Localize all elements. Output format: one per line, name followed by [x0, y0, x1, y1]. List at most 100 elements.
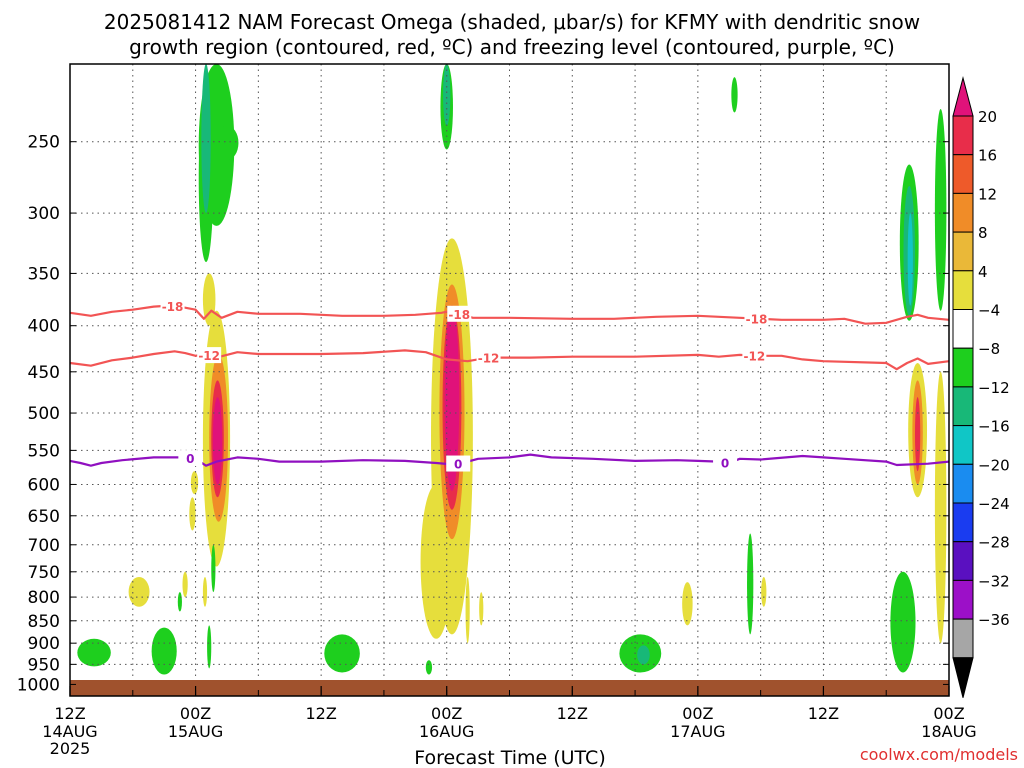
- contour-label: -18: [448, 308, 470, 322]
- y-axis-ticks: 2503003504004505005506006507007508008509…: [17, 133, 949, 695]
- colorbar-label: 4: [978, 263, 988, 281]
- omega-blob: [202, 576, 208, 607]
- contour-label-bg: [178, 450, 203, 467]
- colorbar-label: 16: [978, 147, 997, 165]
- omega-blob: [934, 109, 947, 311]
- x-tick-time: 12Z: [808, 704, 839, 723]
- contour-label: 0: [454, 458, 462, 472]
- omega-blob: [747, 533, 754, 635]
- y-tick-label: 250: [28, 133, 60, 153]
- colorbar-swatch: [952, 541, 974, 581]
- y-tick-label: 750: [28, 563, 60, 583]
- y-tick-label: 650: [28, 507, 60, 527]
- y-tick-label: 450: [28, 363, 60, 383]
- omega-blob: [761, 576, 767, 607]
- chart-title-line2: growth region (contoured, red, ºC) and f…: [129, 35, 895, 59]
- contour-label-bg: [197, 347, 222, 364]
- omega-blob: [465, 576, 470, 644]
- colorbar-swatch: [952, 502, 974, 543]
- x-tick-year: 2025: [50, 739, 91, 758]
- omega-blob: [420, 484, 452, 639]
- colorbar-swatch: [952, 463, 974, 504]
- colorbar: 20 16 12 8 4 −4 −8 −12 −16 −20 −24 −28 −32 −36: [952, 76, 1010, 698]
- y-tick-label: 400: [28, 317, 60, 337]
- x-tick-time: 00Z: [180, 704, 211, 723]
- colorbar-swatch: [952, 192, 974, 233]
- credit-text: coolwx.com/models: [860, 745, 1018, 764]
- colorbar-swatch: [952, 618, 974, 659]
- x-tick-time: 12Z: [557, 704, 588, 723]
- y-tick-label: 800: [28, 588, 60, 608]
- colorbar-label: −24: [978, 495, 1010, 513]
- omega-blob: [890, 571, 916, 673]
- contour-label-bg: [160, 298, 185, 315]
- colorbar-label: 8: [978, 224, 988, 242]
- x-tick-time: 12Z: [54, 704, 85, 723]
- x-tick-time: 00Z: [933, 704, 964, 723]
- omega-shading: [77, 64, 947, 675]
- contour-label: 0: [186, 452, 194, 466]
- contour-line: [69, 304, 950, 325]
- omega-blob: [189, 497, 196, 531]
- colorbar-swatch: [952, 115, 974, 156]
- y-tick-label: 700: [28, 536, 60, 556]
- contour-label: -12: [744, 350, 766, 364]
- colorbar-swatch: [952, 309, 974, 349]
- contour-label: -18: [162, 300, 184, 314]
- x-tick-date: 16AUG: [419, 722, 474, 741]
- contour-label: -12: [478, 352, 500, 366]
- colorbar-label: −28: [978, 534, 1010, 552]
- y-tick-label: 350: [28, 264, 60, 284]
- y-tick-label: 550: [28, 441, 60, 461]
- x-tick-date: 18AUG: [921, 722, 976, 741]
- contour-label-bg: [446, 455, 471, 472]
- colorbar-label: −20: [978, 456, 1010, 474]
- omega-blob: [190, 471, 199, 495]
- colorbar-swatch: [952, 386, 974, 427]
- y-tick-label: 1000: [17, 675, 60, 695]
- omega-blob: [151, 627, 177, 675]
- colorbar-bottom-triangle: [952, 657, 974, 698]
- omega-blob: [444, 305, 460, 491]
- colorbar-swatch: [952, 154, 974, 194]
- colorbar-label: −16: [978, 418, 1010, 436]
- colorbar-label: −8: [978, 340, 1000, 358]
- omega-blob: [207, 625, 212, 669]
- ground-bar: [70, 680, 949, 696]
- colorbar-label: −4: [978, 302, 1000, 320]
- y-tick-label: 950: [28, 655, 60, 675]
- contour-label-bg: [742, 347, 767, 364]
- omega-blob: [425, 660, 433, 675]
- omega-blob: [907, 213, 913, 306]
- colorbar-top-triangle: [952, 76, 974, 117]
- x-tick-time: 12Z: [305, 704, 336, 723]
- contour-label: -12: [198, 349, 220, 363]
- y-tick-label: 500: [28, 404, 60, 424]
- contour-label: 0: [721, 456, 729, 470]
- omega-blob: [731, 77, 738, 113]
- x-tick-time: 00Z: [431, 704, 462, 723]
- omega-blob: [637, 645, 650, 665]
- omega-blob: [128, 576, 150, 607]
- x-tick-date: 17AUG: [670, 722, 725, 741]
- y-tick-label: 850: [28, 612, 60, 632]
- omega-blob: [682, 582, 693, 626]
- y-tick-label: 600: [28, 475, 60, 495]
- omega-blob: [211, 544, 216, 593]
- omega-blob: [215, 125, 239, 161]
- colorbar-label: −36: [978, 611, 1010, 629]
- omega-blob: [914, 397, 921, 472]
- y-tick-label: 900: [28, 634, 60, 654]
- colorbar-swatch: [952, 270, 974, 310]
- contour-label-bg: [713, 454, 738, 471]
- contour-label-bg: [744, 310, 769, 327]
- chart-title-line1: 2025081412 NAM Forecast Omega (shaded, μ…: [104, 10, 920, 34]
- omega-blob: [443, 64, 451, 126]
- colorbar-label: −32: [978, 572, 1010, 590]
- x-axis-label: Forecast Time (UTC): [414, 747, 605, 768]
- omega-blob: [182, 571, 188, 598]
- colorbar-swatch: [952, 347, 974, 388]
- contour-line: [69, 349, 950, 371]
- contour-lines: -18 -18 -18 -12 -12 -12 0 0 0: [69, 298, 950, 472]
